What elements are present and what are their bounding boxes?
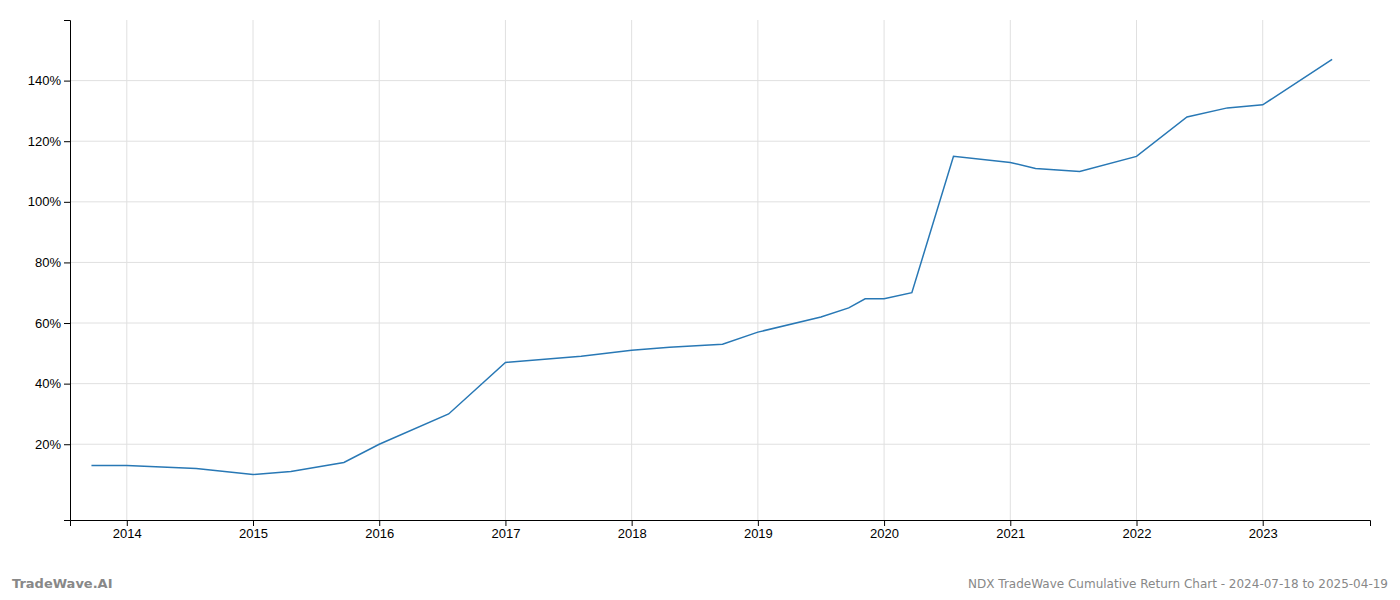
y-tick-label: 80% bbox=[35, 255, 61, 270]
plot-area: 2014 2015 2016 2017 2018 2019 2020 2021 2022 2023… bbox=[28, 20, 1371, 541]
x-tick-label: 2019 bbox=[744, 526, 773, 541]
x-tick-mark bbox=[758, 520, 759, 526]
x-tick: 2015 bbox=[239, 520, 268, 541]
x-tick: 2023 bbox=[1249, 520, 1278, 541]
x-tick-label: 2020 bbox=[870, 526, 899, 541]
y-tick: 80% bbox=[35, 255, 70, 270]
x-tick-mark bbox=[1137, 520, 1138, 526]
grid-line bbox=[631, 20, 632, 520]
y-tick-label: 40% bbox=[35, 376, 61, 391]
grid-line bbox=[757, 20, 758, 520]
grid-line bbox=[505, 20, 506, 520]
grid-line bbox=[1010, 20, 1011, 520]
y-tick-mark bbox=[64, 384, 70, 385]
x-tick-mark bbox=[127, 520, 128, 526]
x-tick-label: 2014 bbox=[113, 526, 142, 541]
y-tick-mark bbox=[64, 323, 70, 324]
x-tick-mark bbox=[1010, 520, 1011, 526]
x-tick-mark bbox=[1263, 520, 1264, 526]
x-tick: 2021 bbox=[996, 520, 1025, 541]
x-tick-label: 2016 bbox=[365, 526, 394, 541]
x-tick-mark bbox=[884, 520, 885, 526]
x-tick: 2018 bbox=[618, 520, 647, 541]
y-tick: 60% bbox=[35, 316, 70, 331]
x-axis-line bbox=[71, 521, 1371, 527]
x-tick-label: 2023 bbox=[1249, 526, 1278, 541]
x-tick-label: 2015 bbox=[239, 526, 268, 541]
grid bbox=[70, 20, 1370, 520]
y-tick-mark bbox=[64, 81, 70, 82]
x-tick-label: 2022 bbox=[1123, 526, 1152, 541]
grid-line bbox=[253, 20, 254, 520]
x-tick: 2014 bbox=[113, 520, 142, 541]
grid-line bbox=[70, 201, 1370, 202]
x-tick-label: 2021 bbox=[996, 526, 1025, 541]
y-tick-mark bbox=[64, 202, 70, 203]
y-tick-mark bbox=[64, 262, 70, 263]
x-axis: 2014 2015 2016 2017 2018 2019 2020 2021 2022 2023 bbox=[71, 520, 1371, 541]
y-tick-label: 100% bbox=[28, 194, 62, 209]
grid-line bbox=[1262, 20, 1263, 520]
x-tick: 2017 bbox=[491, 520, 520, 541]
grid-line bbox=[70, 383, 1370, 384]
grid-line bbox=[70, 141, 1370, 142]
y-tick-mark bbox=[64, 141, 70, 142]
y-axis: 20% 40% 60% 80% 100% 120% 140% bbox=[28, 21, 71, 521]
x-tick-label: 2017 bbox=[491, 526, 520, 541]
x-tick-mark bbox=[632, 520, 633, 526]
x-tick: 2022 bbox=[1123, 520, 1152, 541]
y-tick-mark bbox=[64, 444, 70, 445]
title: NDX TradeWave Cumulative Return Chart - … bbox=[968, 577, 1388, 591]
y-tick: 140% bbox=[28, 73, 70, 88]
y-tick-label: 20% bbox=[35, 437, 61, 452]
grid-line bbox=[1136, 20, 1137, 520]
y-tick-label: 140% bbox=[28, 73, 62, 88]
x-tick: 2020 bbox=[870, 520, 899, 541]
y-tick: 100% bbox=[28, 194, 70, 209]
grid-line bbox=[70, 444, 1370, 445]
marks bbox=[91, 59, 1332, 474]
x-tick: 2019 bbox=[744, 520, 773, 541]
chart: 2014 2015 2016 2017 2018 2019 2020 2021 2022 2023… bbox=[0, 0, 1400, 600]
y-axis-line bbox=[64, 21, 71, 521]
grid-line bbox=[70, 323, 1370, 324]
y-tick: 120% bbox=[28, 134, 70, 149]
y-tick-label: 120% bbox=[28, 134, 62, 149]
watermark: TradeWave.AI bbox=[12, 576, 113, 591]
y-tick: 40% bbox=[35, 376, 70, 391]
grid-line bbox=[126, 20, 127, 520]
grid-line bbox=[70, 80, 1370, 81]
x-tick-label: 2018 bbox=[618, 526, 647, 541]
data-line bbox=[91, 59, 1332, 474]
y-tick: 20% bbox=[35, 437, 70, 452]
y-tick-label: 60% bbox=[35, 316, 61, 331]
grid-line bbox=[70, 262, 1370, 263]
x-tick-mark bbox=[253, 520, 254, 526]
x-tick-mark bbox=[505, 520, 506, 526]
x-tick-mark bbox=[379, 520, 380, 526]
grid-line bbox=[884, 20, 885, 520]
x-tick: 2016 bbox=[365, 520, 394, 541]
